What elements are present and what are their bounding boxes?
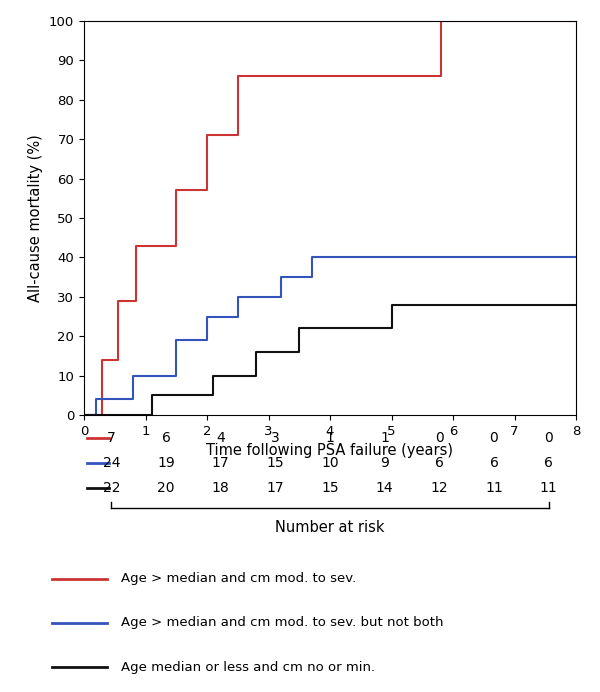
Text: 1: 1 <box>380 431 389 445</box>
Text: 17: 17 <box>266 482 284 495</box>
Text: Number at risk: Number at risk <box>275 520 385 535</box>
Text: 15: 15 <box>266 456 284 470</box>
Text: 19: 19 <box>157 456 175 470</box>
Text: 4: 4 <box>216 431 225 445</box>
Text: 18: 18 <box>212 482 230 495</box>
Text: Age > median and cm mod. to sev.: Age > median and cm mod. to sev. <box>121 572 356 585</box>
Text: 17: 17 <box>212 456 229 470</box>
Text: 1: 1 <box>326 431 334 445</box>
Text: 6: 6 <box>490 456 499 470</box>
Text: 6: 6 <box>435 456 444 470</box>
Text: 14: 14 <box>376 482 394 495</box>
X-axis label: Time following PSA failure (years): Time following PSA failure (years) <box>206 444 454 459</box>
Text: 20: 20 <box>157 482 175 495</box>
Text: 22: 22 <box>103 482 120 495</box>
Text: 0: 0 <box>435 431 444 445</box>
Text: 12: 12 <box>431 482 448 495</box>
Text: 11: 11 <box>485 482 503 495</box>
Text: 0: 0 <box>544 431 553 445</box>
Text: 0: 0 <box>490 431 499 445</box>
Text: Age > median and cm mod. to sev. but not both: Age > median and cm mod. to sev. but not… <box>121 617 443 629</box>
Text: 3: 3 <box>271 431 280 445</box>
Y-axis label: All-cause mortality (%): All-cause mortality (%) <box>28 134 43 302</box>
Text: 10: 10 <box>321 456 339 470</box>
Text: 9: 9 <box>380 456 389 470</box>
Text: 24: 24 <box>103 456 120 470</box>
Text: 11: 11 <box>540 482 557 495</box>
Text: 7: 7 <box>107 431 116 445</box>
Text: 15: 15 <box>321 482 339 495</box>
Text: 6: 6 <box>544 456 553 470</box>
Text: Age median or less and cm no or min.: Age median or less and cm no or min. <box>121 661 375 673</box>
Text: 6: 6 <box>161 431 170 445</box>
